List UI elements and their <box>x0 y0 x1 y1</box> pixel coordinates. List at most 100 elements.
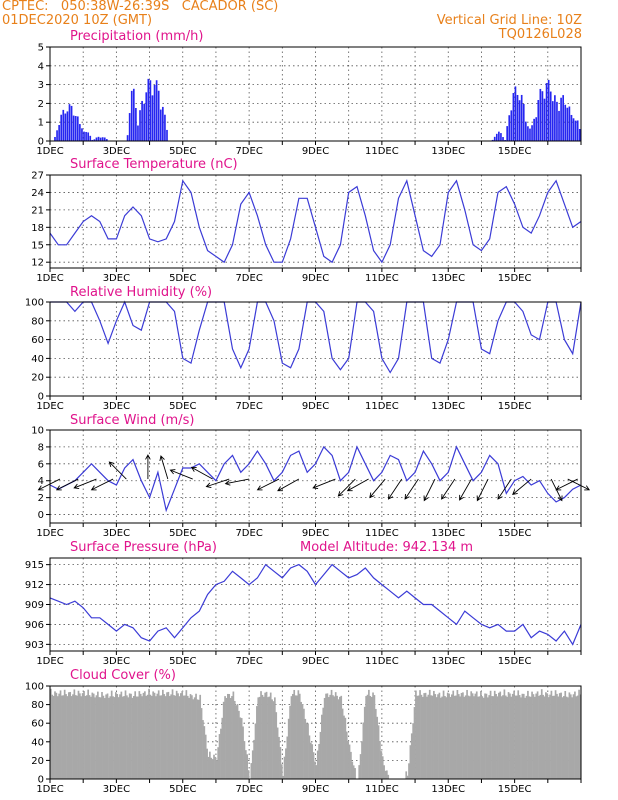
x-tick-label: 1DEC <box>36 528 63 539</box>
cloud-bar <box>155 696 157 779</box>
x-tick-label: 1DEC <box>36 656 63 667</box>
precip-bar <box>531 125 533 141</box>
x-tick-label: 11DEC <box>365 146 399 157</box>
cloud-bar <box>188 697 190 779</box>
cloud-bar <box>543 696 546 779</box>
precip-bar <box>164 114 166 141</box>
cloud-bar <box>162 689 164 779</box>
cloud-bar <box>504 695 507 779</box>
cloud-bar <box>291 693 294 779</box>
precip-bar <box>502 137 504 141</box>
cloud-bar <box>250 763 253 779</box>
cloud-bar <box>341 708 344 779</box>
cloud-bar <box>214 756 217 779</box>
panel-3: Relative Humidity (%) 0 20 40 60 80 100 1DEC 3DE… <box>25 285 582 412</box>
precip-bar <box>157 90 160 141</box>
cloud-bar <box>499 691 502 779</box>
cloud-bar <box>361 741 363 779</box>
y-tick-label: 100 <box>25 682 44 693</box>
cloud-bar <box>373 695 376 779</box>
cloud-bar <box>87 689 90 779</box>
x-tick-label: 5DEC <box>169 401 196 412</box>
precip-bar <box>535 117 538 141</box>
precip-bar <box>518 100 521 141</box>
cloud-bar <box>167 691 170 779</box>
cloud-bar <box>435 697 438 779</box>
precip-bar <box>147 78 150 141</box>
cloud-bar <box>413 707 416 779</box>
cloud-bar <box>448 693 450 779</box>
wind-arrow <box>159 455 169 480</box>
panel-title: Surface Temperature (nC) <box>70 157 238 172</box>
precip-bar <box>68 104 71 141</box>
wind-arrow <box>190 466 213 480</box>
cloud-bar <box>220 728 222 779</box>
cloud-bar <box>420 694 423 779</box>
wind-arrow <box>497 478 512 500</box>
cloud-bar <box>268 696 271 779</box>
cloud-bar <box>574 691 576 779</box>
cloud-bar <box>195 693 197 779</box>
cloud-bar <box>282 775 284 779</box>
cloud-bar <box>163 694 166 779</box>
cloud-bar <box>191 695 193 779</box>
cloud-bar <box>296 695 298 779</box>
cloud-bar <box>316 750 319 779</box>
cloud-bar <box>119 694 121 779</box>
y-tick-label: 0 <box>38 137 44 148</box>
cloud-bar <box>94 697 96 779</box>
cloud-bar <box>272 701 275 779</box>
cloud-bar <box>321 714 323 779</box>
precip-bar <box>101 137 104 141</box>
cloud-bar <box>233 700 236 779</box>
cloud-bar <box>312 752 315 779</box>
cloud-bar <box>330 689 333 779</box>
cloud-bar <box>171 689 174 779</box>
x-tick-label: 7DEC <box>235 273 262 284</box>
cloud-bar <box>546 693 549 779</box>
cloud-bar <box>109 696 112 779</box>
cloud-bar <box>417 695 420 779</box>
cloud-bar <box>368 689 370 779</box>
cloud-bar <box>576 695 579 779</box>
cloud-bar <box>363 706 366 779</box>
cloud-bar <box>318 744 320 779</box>
cloud-bar <box>471 693 474 779</box>
cloud-bar <box>535 693 538 779</box>
cloud-bar <box>72 694 74 779</box>
cloud-bar <box>76 695 78 779</box>
precip-bar <box>516 94 519 141</box>
cloud-bar <box>298 693 301 779</box>
cloud-bar <box>459 696 461 779</box>
wind-arrow <box>145 454 151 480</box>
cloud-bar <box>352 765 355 779</box>
cloud-bar <box>236 704 239 779</box>
panel-2: Surface Temperature (nC) 12 15 18 21 24 27 1DEC… <box>31 157 582 284</box>
cloud-bar <box>244 750 247 779</box>
precip-bar <box>145 92 148 141</box>
x-tick-label: 15DEC <box>498 401 532 412</box>
cloud-bar <box>498 692 500 779</box>
cloud-bar <box>558 693 561 779</box>
y-tick-label: 2 <box>38 493 44 504</box>
precip-bar <box>72 115 75 141</box>
cloud-bar <box>246 754 249 779</box>
precip-bar <box>56 130 58 141</box>
cloud-bar <box>178 696 181 779</box>
cloud-bar <box>110 690 113 779</box>
precip-bar <box>545 83 548 141</box>
cloud-bar <box>334 692 337 779</box>
precip-bar <box>103 137 106 141</box>
cloud-bar <box>88 695 91 779</box>
panel-6: Cloud Cover (%) 0 20 40 60 80 100 1DEC 3DEC 5DEC 7… <box>25 668 582 795</box>
precip-bar <box>139 110 141 141</box>
cloud-bar <box>128 693 131 779</box>
cloud-bar <box>366 694 369 779</box>
cloud-bar <box>434 694 437 779</box>
cloud-bar <box>127 697 130 779</box>
cloud-bar <box>294 695 297 779</box>
cloud-bar <box>569 694 572 779</box>
x-tick-label: 13DEC <box>431 273 465 284</box>
cloud-bar <box>308 735 311 779</box>
y-tick-label: 40 <box>31 737 44 748</box>
